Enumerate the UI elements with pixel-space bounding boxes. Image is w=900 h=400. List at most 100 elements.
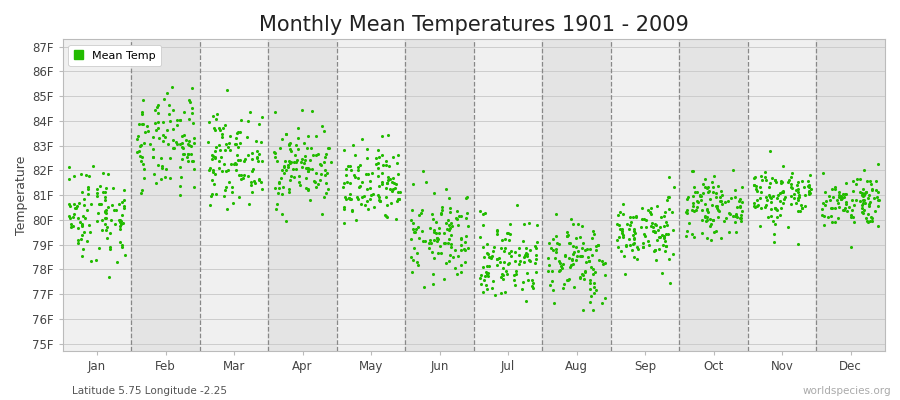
- Point: [584, 264, 598, 270]
- Point: [99, 184, 113, 191]
- Point: [855, 192, 869, 199]
- Point: [151, 101, 166, 108]
- Point: [845, 196, 859, 203]
- Point: [836, 190, 850, 197]
- Point: [118, 252, 132, 258]
- Point: [724, 194, 738, 201]
- Point: [252, 176, 266, 182]
- Point: [788, 186, 803, 193]
- Point: [284, 172, 298, 179]
- Point: [241, 118, 256, 125]
- Point: [582, 258, 597, 264]
- Point: [255, 186, 269, 192]
- Point: [564, 262, 579, 268]
- Point: [729, 229, 743, 235]
- Point: [170, 116, 184, 123]
- Point: [487, 244, 501, 250]
- Point: [89, 256, 104, 263]
- Point: [828, 186, 842, 192]
- Point: [566, 221, 580, 227]
- Point: [268, 154, 283, 160]
- Point: [320, 190, 334, 196]
- Point: [558, 252, 572, 258]
- Point: [186, 184, 201, 190]
- Point: [149, 127, 164, 133]
- Point: [279, 130, 293, 137]
- Point: [314, 171, 328, 178]
- Point: [148, 120, 162, 126]
- Bar: [816, 39, 885, 351]
- Point: [130, 132, 145, 139]
- Point: [219, 168, 233, 174]
- Point: [555, 265, 570, 272]
- Point: [713, 198, 727, 204]
- Point: [501, 230, 516, 236]
- Point: [182, 116, 196, 122]
- Point: [680, 196, 694, 202]
- Point: [414, 210, 428, 216]
- Point: [62, 213, 77, 220]
- Point: [645, 220, 660, 226]
- Point: [245, 156, 259, 162]
- Point: [360, 146, 374, 152]
- Point: [460, 210, 474, 216]
- Point: [381, 132, 395, 138]
- Point: [170, 122, 184, 128]
- Point: [696, 180, 710, 187]
- Point: [227, 160, 241, 167]
- Point: [221, 144, 236, 150]
- Point: [573, 275, 588, 282]
- Point: [626, 241, 640, 247]
- Point: [529, 239, 544, 245]
- Point: [273, 145, 287, 151]
- Point: [730, 214, 744, 220]
- Point: [766, 218, 780, 224]
- Point: [100, 234, 114, 241]
- Point: [369, 155, 383, 161]
- Point: [112, 226, 127, 232]
- Point: [527, 243, 542, 249]
- Point: [729, 212, 743, 218]
- Point: [802, 190, 816, 196]
- Point: [830, 197, 844, 203]
- Point: [133, 143, 148, 149]
- Point: [587, 231, 601, 238]
- Point: [78, 172, 93, 178]
- Point: [562, 276, 576, 282]
- Point: [698, 218, 713, 224]
- Point: [161, 140, 176, 147]
- Point: [182, 142, 196, 148]
- Point: [353, 162, 367, 168]
- Point: [517, 258, 531, 265]
- Point: [825, 219, 840, 225]
- Point: [659, 243, 673, 250]
- Point: [502, 221, 517, 228]
- Point: [688, 207, 703, 213]
- Point: [138, 129, 152, 135]
- Point: [206, 169, 220, 176]
- Point: [504, 252, 518, 259]
- Point: [763, 195, 778, 202]
- Point: [101, 204, 115, 210]
- Point: [717, 198, 732, 205]
- Point: [630, 243, 644, 250]
- Point: [364, 185, 378, 192]
- Point: [163, 154, 177, 161]
- Point: [776, 188, 790, 194]
- Point: [289, 159, 303, 165]
- Point: [97, 208, 112, 214]
- Point: [135, 97, 149, 103]
- Point: [850, 176, 864, 182]
- Point: [496, 276, 510, 282]
- Point: [208, 170, 222, 177]
- Point: [728, 211, 742, 217]
- Point: [481, 273, 495, 280]
- Point: [598, 295, 613, 302]
- Point: [317, 158, 331, 165]
- Point: [298, 153, 312, 159]
- Point: [161, 111, 176, 117]
- Point: [301, 145, 315, 151]
- Point: [76, 229, 91, 236]
- Point: [432, 225, 446, 232]
- Point: [160, 126, 175, 133]
